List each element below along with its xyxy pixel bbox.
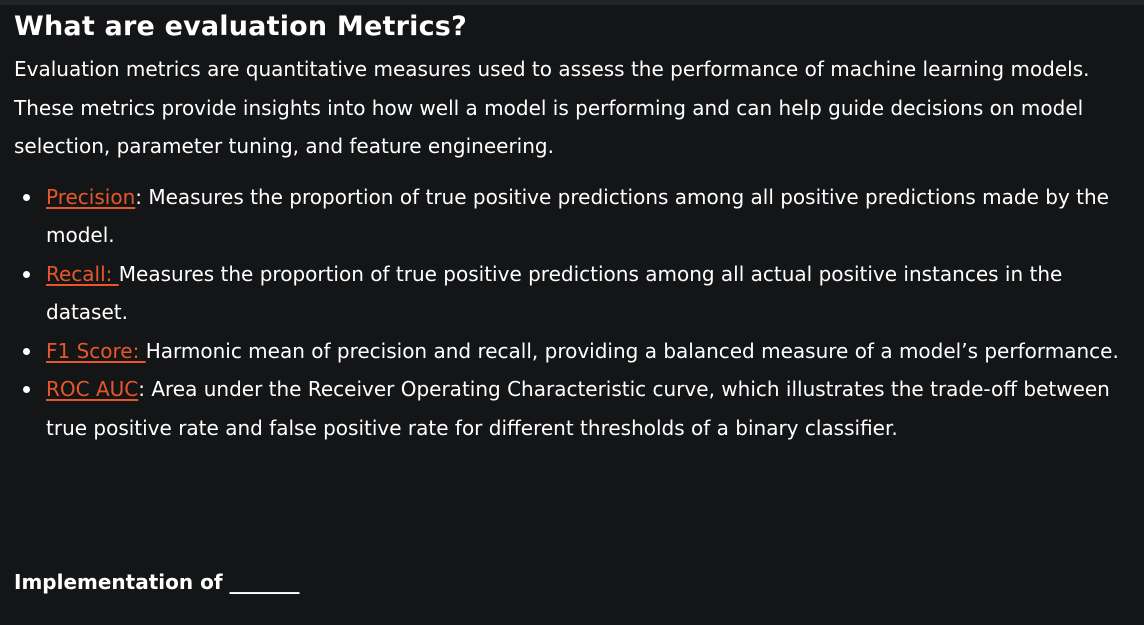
list-item-roc-auc: ROC AUC: Area under the Receiver Operati…: [14, 370, 1134, 447]
list-item-precision: Precision: Measures the proportion of tr…: [14, 178, 1134, 255]
bullet-icon: [23, 193, 30, 201]
bullet-icon: [23, 386, 30, 393]
f1-score-description: Harmonic mean of precision and recall, p…: [145, 338, 1119, 363]
top-bar: [0, 0, 1144, 5]
list-item-f1-score: F1 Score: Harmonic mean of precision and…: [14, 332, 1134, 371]
recall-link[interactable]: Recall:: [46, 261, 119, 286]
bullet-icon: [23, 347, 30, 355]
roc-auc-description: : Area under the Receiver Operating Char…: [46, 377, 1110, 440]
list-item-recall: Recall: Measures the proportion of true …: [14, 255, 1134, 332]
intro-paragraph: Evaluation metrics are quantitative meas…: [14, 57, 1090, 158]
precision-link[interactable]: Precision: [46, 184, 136, 209]
precision-description: : Measures the proportion of true positi…: [46, 184, 1109, 248]
article: What are evaluation Metrics? Evaluation …: [14, 6, 1134, 447]
bullet-icon: [23, 270, 30, 278]
metrics-list: Precision: Measures the proportion of tr…: [14, 178, 1134, 448]
page-title: What are evaluation Metrics?: [14, 11, 467, 42]
f1-score-link[interactable]: F1 Score:: [46, 338, 146, 363]
implementation-heading: Implementation of _______: [14, 570, 300, 594]
roc-auc-link[interactable]: ROC AUC: [46, 377, 139, 401]
recall-description: Measures the proportion of true positive…: [46, 261, 1063, 325]
